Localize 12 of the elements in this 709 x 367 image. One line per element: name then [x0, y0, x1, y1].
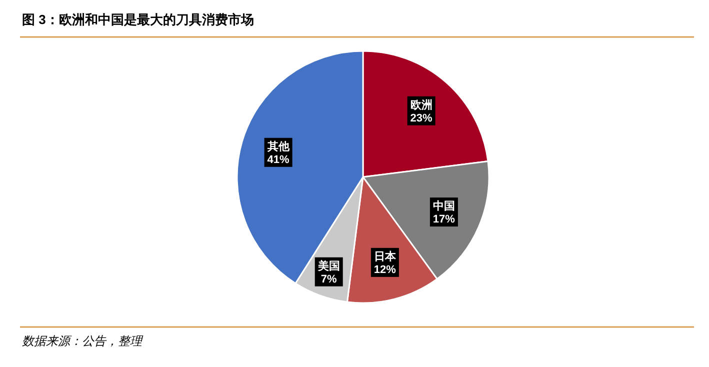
data-label: 17% [432, 214, 456, 226]
data-label: 41% [267, 154, 290, 166]
data-label: 23% [410, 112, 433, 124]
data-label: 12% [374, 264, 396, 276]
chart-title: 图 3：欧洲和中国是最大的刀具消费市场 [22, 12, 254, 27]
source-note: 数据来源：公告，整理 [22, 334, 144, 348]
slice-label: 欧洲 [410, 98, 432, 112]
slice-label: 日本 [374, 250, 397, 263]
slice-label: 美国 [316, 259, 340, 272]
data-label: 7% [320, 273, 338, 286]
slice-label: 中国 [432, 200, 455, 213]
slice-label: 其他 [266, 140, 290, 153]
